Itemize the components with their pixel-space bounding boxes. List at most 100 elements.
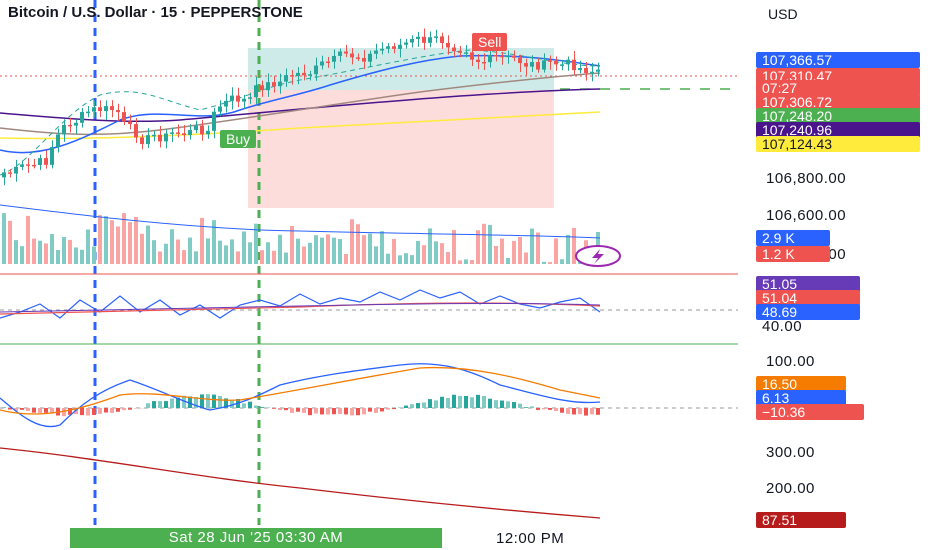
candle-body (350, 53, 354, 58)
macd-hist-bar (482, 396, 486, 408)
macd-hist-bar (146, 403, 150, 408)
candle-body (494, 55, 498, 57)
macd-hist-bar (326, 408, 330, 415)
volume-bar (386, 253, 390, 264)
macd-hist-bar (284, 408, 288, 411)
macd-hist-bar (590, 408, 594, 415)
candle-body (230, 95, 234, 101)
volume-bar (470, 260, 474, 264)
candle-body (56, 134, 60, 148)
volume-bar (140, 233, 144, 264)
candle-body (8, 172, 12, 174)
volume-bar (290, 226, 294, 264)
currency-label[interactable]: USD (768, 6, 798, 22)
macd-hist-bar (464, 395, 468, 408)
volume-bar (266, 242, 270, 264)
candle-body (530, 62, 534, 67)
candle-body (80, 112, 84, 123)
volume-bar (188, 237, 192, 264)
candle-body (272, 82, 276, 87)
volume-bar (146, 225, 150, 264)
volume-bar (242, 231, 246, 264)
candle-body (404, 42, 408, 45)
candle-body (38, 158, 42, 166)
volume-bar (206, 238, 210, 264)
macd-hist-bar (104, 408, 108, 413)
candle-body (572, 59, 576, 71)
candle-body (518, 57, 522, 64)
rsi-signal-line (0, 302, 601, 313)
macd-hist-bar (554, 408, 558, 412)
rsi-ma-line (0, 302, 601, 315)
macd-hist-bar (200, 394, 204, 408)
candle-body (290, 75, 294, 77)
volume-bar (332, 237, 336, 264)
candle-body (386, 46, 390, 49)
volume-bar (560, 259, 564, 264)
candle-body (128, 121, 132, 125)
macd-tick: 100.00 (766, 353, 815, 370)
volume-bar (296, 238, 300, 264)
macd-hist-bar (92, 408, 96, 416)
candle-body (542, 60, 546, 70)
candle-body (224, 100, 228, 107)
macd-hist-bar (344, 408, 348, 415)
candle-body (398, 44, 402, 49)
macd-hist-bar (320, 408, 324, 415)
macd-hist-bar (134, 408, 138, 409)
volume-bar (68, 239, 72, 264)
macd-hist-bar (14, 408, 18, 411)
volume-tag-blue: 2.9 K (756, 230, 830, 246)
candle-body (266, 82, 270, 91)
volume-bar (464, 259, 468, 264)
macd-hist-bar (308, 408, 312, 416)
sell-marker[interactable]: Sell (472, 33, 508, 51)
macd-hist-bar (392, 408, 396, 410)
volume-bar (50, 234, 54, 264)
candle-body (368, 53, 372, 62)
macd-hist-bar (80, 408, 84, 416)
macd-hist-bar (386, 408, 390, 410)
volume-tag-red: 1.2 K (756, 246, 830, 262)
volume-bar (356, 224, 360, 264)
candle-body (596, 69, 600, 72)
macd-hist-bar (530, 406, 534, 408)
macd-hist-bar (128, 408, 132, 410)
buy-marker[interactable]: Buy (220, 130, 257, 148)
macd-hist-bar (470, 397, 474, 408)
candle-body (170, 132, 174, 134)
candle-body (14, 166, 18, 174)
candle-body (416, 36, 420, 39)
macd-hist-bar (362, 408, 366, 415)
price-tick: 106,800.00 (766, 170, 847, 187)
volume-series (2, 213, 600, 264)
candle-body (392, 46, 396, 49)
macd-hist-bar (260, 407, 264, 408)
volume-bar (164, 243, 168, 264)
macd-hist-bar (122, 408, 126, 411)
candle-body (44, 158, 48, 165)
candle-body (446, 42, 450, 48)
macd-hist-bar (440, 396, 444, 408)
volume-bar (26, 215, 30, 264)
macd-hist-bar (158, 401, 162, 408)
lightning-icon[interactable] (575, 245, 621, 267)
volume-bar (434, 241, 438, 264)
price-tick: 106,600.00 (766, 207, 847, 224)
volume-bar (488, 224, 492, 264)
candle-body (200, 125, 204, 135)
candle-body (344, 51, 348, 54)
macd-hist-bar (50, 408, 54, 414)
price-tag-green: 107,248.20 (756, 108, 920, 124)
macd-hist-bar (548, 408, 552, 410)
candle-body (428, 37, 432, 43)
macd-hist-bar (38, 408, 42, 413)
volume-bar (440, 243, 444, 264)
candle-body (296, 72, 300, 77)
candle-body (374, 50, 378, 54)
macd-hist-bar (20, 408, 24, 410)
macd-hist-bar (272, 408, 276, 409)
macd-hist-bar (458, 395, 462, 408)
countdown-tag: 07:27 (756, 80, 920, 96)
